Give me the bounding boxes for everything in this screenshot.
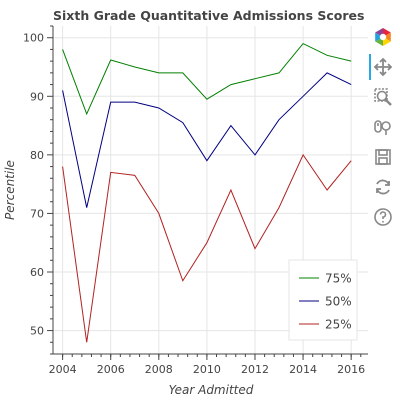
- x-tick-label: 2006: [97, 363, 125, 376]
- active-tool-indicator: [369, 54, 371, 80]
- y-tick-label: 60: [30, 266, 44, 279]
- y-tick-label: 100: [23, 32, 44, 45]
- y-tick-label: 70: [30, 207, 44, 220]
- x-tick-label: 2004: [49, 363, 77, 376]
- x-tick-label: 2012: [241, 363, 269, 376]
- series-line-2: [62, 72, 352, 208]
- y-tick-label: 50: [30, 325, 44, 338]
- series-line-3: [62, 153, 352, 343]
- x-tick-label: 2010: [193, 363, 221, 376]
- y-axis-label: Percentile: [3, 160, 17, 220]
- legend-label: 75%: [325, 272, 352, 286]
- legend: 75% 50% 25%: [288, 259, 358, 341]
- wheel-zoom-icon[interactable]: [372, 116, 394, 138]
- axes: 50 60 70 80 90 100 2004 2006 2008 2010 2012 2014 201…: [23, 25, 368, 376]
- legend-box: [288, 259, 358, 341]
- legend-label: 50%: [325, 295, 352, 309]
- series-line-1: [62, 42, 352, 116]
- x-tick-label: 2016: [337, 363, 365, 376]
- legend-label: 25%: [325, 318, 352, 332]
- x-tick-label: 2008: [145, 363, 173, 376]
- reset-icon[interactable]: [372, 176, 394, 198]
- x-tick-label: 2014: [289, 363, 317, 376]
- save-icon[interactable]: [372, 146, 394, 168]
- y-tick-label: 90: [30, 90, 44, 103]
- box-zoom-icon[interactable]: [372, 86, 394, 108]
- bokeh-logo-icon[interactable]: [372, 26, 394, 48]
- series-lines: [62, 42, 352, 343]
- pan-icon[interactable]: [372, 56, 394, 78]
- y-tick-label: 80: [30, 149, 44, 162]
- toolbar: [368, 24, 398, 234]
- x-axis-label: Year Admitted: [169, 383, 254, 397]
- help-icon[interactable]: [372, 206, 394, 228]
- chart-title: Sixth Grade Quantitative Admissions Scor…: [53, 8, 364, 23]
